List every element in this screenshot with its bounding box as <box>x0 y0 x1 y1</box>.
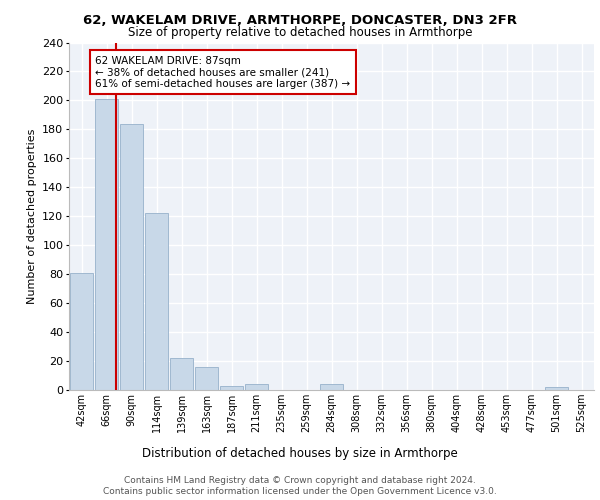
Bar <box>245 384 268 390</box>
Text: 62 WAKELAM DRIVE: 87sqm
← 38% of detached houses are smaller (241)
61% of semi-d: 62 WAKELAM DRIVE: 87sqm ← 38% of detache… <box>95 56 350 88</box>
Bar <box>320 384 343 390</box>
Text: Contains public sector information licensed under the Open Government Licence v3: Contains public sector information licen… <box>103 487 497 496</box>
Text: Contains HM Land Registry data © Crown copyright and database right 2024.: Contains HM Land Registry data © Crown c… <box>124 476 476 485</box>
Bar <box>70 272 94 390</box>
Text: 62, WAKELAM DRIVE, ARMTHORPE, DONCASTER, DN3 2FR: 62, WAKELAM DRIVE, ARMTHORPE, DONCASTER,… <box>83 14 517 27</box>
Bar <box>545 387 568 390</box>
Y-axis label: Number of detached properties: Number of detached properties <box>26 128 37 304</box>
Bar <box>170 358 193 390</box>
Bar <box>220 386 244 390</box>
Bar <box>145 214 169 390</box>
Bar <box>194 367 218 390</box>
Text: Distribution of detached houses by size in Armthorpe: Distribution of detached houses by size … <box>142 448 458 460</box>
Bar <box>119 124 143 390</box>
Bar <box>95 99 118 390</box>
Text: Size of property relative to detached houses in Armthorpe: Size of property relative to detached ho… <box>128 26 472 39</box>
